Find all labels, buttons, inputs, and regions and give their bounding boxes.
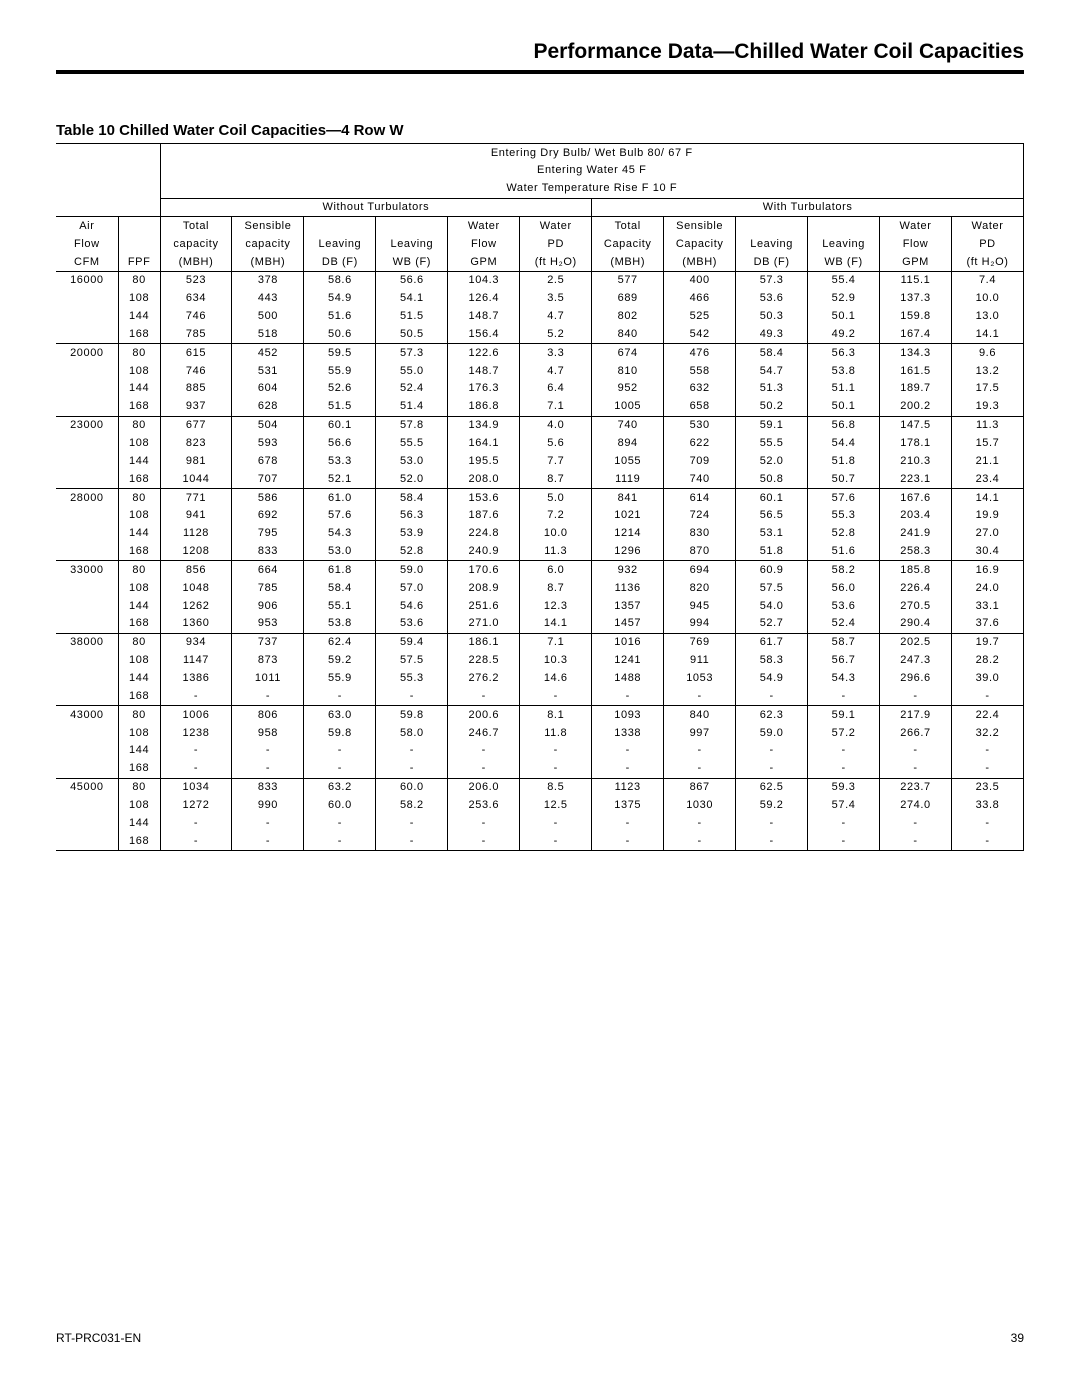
table-row: 16893762851.551.4186.87.1100565850.250.1… [56,398,1024,416]
table-row: 1441386101155.955.3276.214.61488105354.9… [56,669,1024,687]
table-row: 10863444354.954.1126.43.568946653.652.91… [56,290,1024,308]
table-row: 144------------ [56,742,1024,760]
table-row: 380008093473762.459.4186.17.1101676961.7… [56,633,1024,651]
table-caption: Table 10 Chilled Water Coil Capacities—4… [56,122,1024,139]
table-row: 168------------ [56,687,1024,705]
table-row: 10894169257.656.3187.67.2102172456.555.3… [56,507,1024,525]
table-row: 10874653155.955.0148.74.781055854.753.81… [56,362,1024,380]
table-row: 108114787359.257.5228.510.3124191158.356… [56,652,1024,670]
table-row: 168104470752.152.0208.08.7111974050.850.… [56,470,1024,488]
table-row: 108127299060.058.2253.612.51375103059.25… [56,796,1024,814]
capacity-table: Entering Dry Bulb/ Wet Bulb 80/ 67 FEnte… [56,143,1024,851]
footer-doc-id: RT-PRC031-EN [56,1331,141,1345]
page-footer: RT-PRC031-EN 39 [56,1331,1024,1345]
table-row: 330008085666461.859.0170.66.093269460.95… [56,561,1024,579]
title-rule [56,70,1024,74]
table-row: 144126290655.154.6251.612.3135794554.053… [56,597,1024,615]
page-title: Performance Data—Chilled Water Coil Capa… [56,40,1024,64]
table-row: 168------------ [56,760,1024,778]
table-row: 14474650051.651.5148.74.780252550.350.11… [56,308,1024,326]
footer-page-num: 39 [1011,1331,1024,1345]
table-row: 14498167853.353.0195.57.7105570952.051.8… [56,452,1024,470]
table-row: 108123895859.858.0246.711.8133899759.057… [56,724,1024,742]
table-row: 4500080103483363.260.0206.08.5112386762.… [56,778,1024,796]
table-row: 160008052337858.656.6104.32.557740057.35… [56,271,1024,289]
table-row: 108104878558.457.0208.98.7113682057.556.… [56,579,1024,597]
table-row: 168------------ [56,832,1024,850]
table-row: 200008061545259.557.3122.63.367447658.45… [56,344,1024,362]
table-row: 230008067750460.157.8134.94.074053059.15… [56,416,1024,434]
table-row: 168136095353.853.6271.014.1145799452.752… [56,615,1024,633]
table-row: 144112879554.353.9224.810.0121483053.152… [56,525,1024,543]
table-row: 4300080100680663.059.8200.68.1109384062.… [56,706,1024,724]
table-row: 10882359356.655.5164.15.689462255.554.41… [56,435,1024,453]
table-row: 144------------ [56,814,1024,832]
table-row: 168120883353.052.8240.911.3129687051.851… [56,543,1024,561]
table-row: 16878551850.650.5156.45.284054249.349.21… [56,325,1024,343]
table-row: 280008077158661.058.4153.65.084161460.15… [56,489,1024,507]
table-row: 14488560452.652.4176.36.495263251.351.11… [56,380,1024,398]
